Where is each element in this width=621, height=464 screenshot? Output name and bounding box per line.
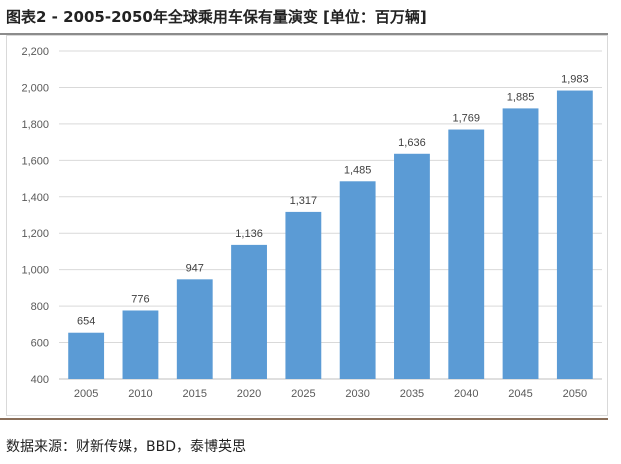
x-tick-label: 2025 [291,388,315,400]
x-tick-label: 2015 [183,388,207,400]
y-tick-label: 600 [31,338,49,350]
data-label: 1,136 [235,228,263,240]
bar [122,310,159,379]
y-tick-label: 2,000 [21,82,49,94]
y-tick-label: 1,200 [21,228,49,240]
data-label: 776 [131,293,149,305]
bar [394,153,430,379]
y-tick-label: 1,000 [21,265,49,277]
y-tick-label: 1,800 [21,119,49,131]
x-tick-label: 2040 [454,388,478,400]
y-tick-label: 400 [31,374,49,386]
bar [339,181,376,379]
bar-chart: 400 600 800 1,000 1,200 1,400 1,600 1,800 2,000 2… [21,46,602,400]
x-tick-label: 2030 [345,388,369,400]
data-label: 1,317 [290,195,318,207]
bar [68,332,105,379]
data-label: 1,983 [561,74,589,86]
bar [556,90,593,379]
x-tick-label: 2020 [237,388,261,400]
x-tick-label: 2005 [74,388,98,400]
source-note: 数据来源：财新传媒，BBD，泰博英思 [6,439,246,455]
data-label: 1,485 [344,164,372,176]
chart-title: 图表2 - 2005-2050年全球乘用车保有量演变 [单位：百万辆] [6,8,427,26]
data-label: 947 [186,262,204,274]
x-tick-label: 2045 [508,388,532,400]
x-tick-label: 2010 [128,388,152,400]
top-divider [0,33,608,35]
y-tick-label: 1,400 [21,192,49,204]
data-label: 1,885 [507,91,535,103]
bar [502,108,539,380]
chart-area: 400 600 800 1,000 1,200 1,400 1,600 1,800 2,000 2… [6,35,608,416]
data-label: 1,769 [452,113,480,125]
y-tick-label: 1,600 [21,155,49,167]
bar [231,244,267,379]
bar [176,279,213,379]
data-label: 654 [77,316,95,328]
x-tick-label: 2035 [400,388,424,400]
y-tick-label: 800 [31,301,49,313]
y-tick-label: 2,200 [21,46,49,58]
bottom-divider [0,418,608,420]
bar [448,129,485,379]
bar [285,211,322,379]
x-tick-label: 2050 [563,388,587,400]
data-label: 1,636 [398,137,426,149]
